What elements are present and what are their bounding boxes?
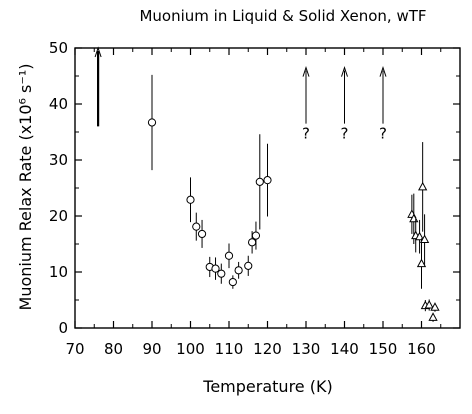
lower-limit-arrow-head [94, 46, 102, 58]
x-tick-label: 160 [407, 340, 436, 358]
y-tick-label: 50 [49, 39, 68, 57]
unknown-arrow-head [302, 66, 310, 77]
x-tick-label: 100 [176, 340, 205, 358]
data-point-circle [228, 277, 237, 287]
x-tick-label: 90 [142, 340, 161, 358]
x-tick-label: 70 [65, 340, 84, 358]
data-point-circle [251, 231, 261, 240]
chart-title: Muonium in Liquid & Solid Xenon, wTF [139, 7, 426, 25]
data-point-triangle [414, 231, 425, 241]
y-axis-label: Muonium Relax Rate (x10⁶ s⁻¹) [16, 64, 35, 311]
unknown-arrow-head [379, 66, 387, 77]
y-tick-label: 30 [49, 151, 68, 169]
x-tick-label: 110 [215, 340, 244, 358]
x-tick-label: 80 [104, 340, 123, 358]
data-point-circle [192, 222, 201, 231]
data-point-circle [186, 195, 195, 204]
x-axis-label: Temperature (K) [202, 377, 332, 396]
arrow-markers: ??? [94, 46, 387, 143]
data-point-circle [147, 118, 157, 127]
data-point-triangle [418, 181, 428, 191]
data-point-circle [248, 238, 257, 247]
data-point-triangle [424, 299, 434, 309]
data-point-circle [224, 251, 234, 260]
y-tick-label: 40 [49, 95, 68, 113]
data-point-circle [263, 176, 272, 185]
x-tick-label: 130 [292, 340, 321, 358]
data-point-triangle [430, 302, 440, 311]
y-tick-label: 0 [58, 319, 68, 337]
data-point-circle [255, 177, 264, 186]
axis-ticks: 70 80 90 100 110 120 130 140 150 160 0 10 20 30 40 50 [49, 39, 460, 358]
x-tick-label: 120 [253, 340, 282, 358]
y-tick-label: 10 [49, 263, 68, 281]
data-point-triangle [428, 312, 438, 321]
unknown-label: ? [302, 125, 310, 143]
unknown-label: ? [379, 125, 387, 143]
unknown-label: ? [341, 125, 349, 143]
data-point-circle [244, 261, 253, 270]
x-tick-label: 150 [369, 340, 398, 358]
data-point-triangle [419, 234, 430, 244]
y-tick-label: 20 [49, 207, 68, 225]
data-point-circle [211, 264, 220, 273]
data-point-circle [197, 229, 207, 239]
data-point-circle [234, 266, 243, 275]
x-tick-label: 140 [330, 340, 359, 358]
unknown-arrow-head [341, 66, 348, 77]
data-point-triangle [416, 258, 427, 268]
data-point-circle [217, 269, 226, 278]
data-marks [147, 74, 440, 322]
